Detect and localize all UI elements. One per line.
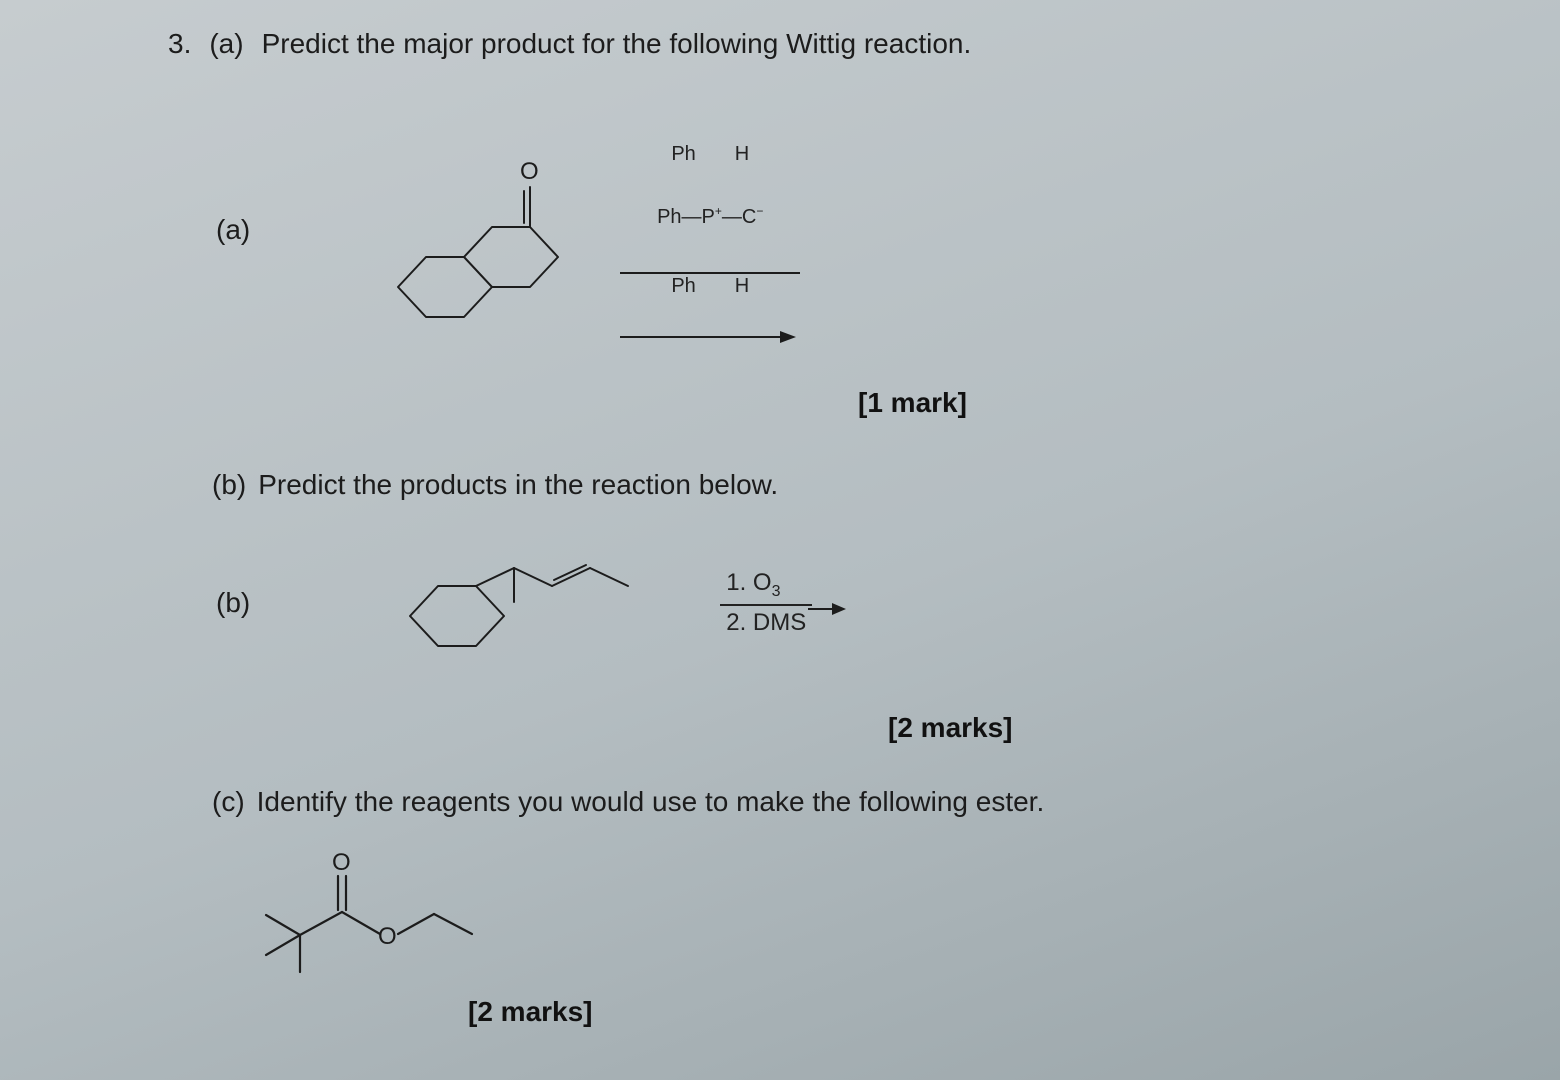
q3c-marks-row: [2 marks] — [168, 996, 1500, 1028]
q3c-prompt-label: (c) — [212, 784, 245, 820]
q3c-figure-row: O O — [168, 840, 1500, 990]
q3a-prompt-label: (a) — [209, 26, 243, 62]
ester-ether-O: O — [378, 923, 397, 950]
q3c-marks: [2 marks] — [468, 996, 593, 1028]
reagent-step1: 1. O — [726, 569, 771, 596]
ester-carbonyl-O: O — [332, 849, 351, 876]
q3c-ester-structure: O O — [220, 840, 510, 990]
q3a-prompt-text: Predict the major product for the follow… — [262, 26, 972, 62]
q3a-figure-row: (a) O Ph H Ph—P+—C− — [168, 102, 1500, 357]
q3b-marks-row: [2 marks] — [168, 712, 1500, 744]
q3a-ketone-structure: O — [360, 135, 590, 325]
reaction-arrow-b — [808, 598, 848, 620]
q3a-ylide-arrow: Ph H Ph—P+—C− Ph H — [620, 102, 800, 357]
reagent-fraction: 1. O3 2. DMS — [720, 568, 812, 638]
q3c-prompt-text: Identify the reagents you would use to m… — [257, 784, 1045, 820]
q3a-sublabel: (a) — [216, 214, 250, 246]
q3b-sublabel: (b) — [216, 587, 250, 619]
q3a-prompt-row: 3. (a) Predict the major product for the… — [168, 26, 1500, 62]
q3b-substrate-structure — [380, 538, 660, 668]
q3b-prompt-row: (b) Predict the products in the reaction… — [168, 467, 1500, 503]
question-number: 3. — [168, 26, 191, 62]
ylide-text: Ph H Ph—P+—C− Ph H — [620, 102, 800, 339]
q3b-marks: [2 marks] — [888, 712, 1013, 744]
q3c-prompt-row: (c) Identify the reagents you would use … — [168, 784, 1500, 820]
q3a-marks: [1 mark] — [858, 387, 967, 419]
q3b-prompt-label: (b) — [212, 467, 246, 503]
q3b-reagents: 1. O3 2. DMS — [720, 568, 812, 638]
q3b-figure-row: (b) 1. O3 — [168, 538, 1500, 668]
reagent-step2: 2. DMS — [720, 606, 812, 638]
reaction-arrow-a — [620, 324, 800, 350]
reagent-step1-sub: 3 — [772, 583, 781, 600]
q3b-prompt-text: Predict the products in the reaction bel… — [258, 467, 778, 503]
q3a-marks-row: [1 mark] — [168, 387, 1500, 419]
carbonyl-O-label: O — [520, 158, 539, 185]
